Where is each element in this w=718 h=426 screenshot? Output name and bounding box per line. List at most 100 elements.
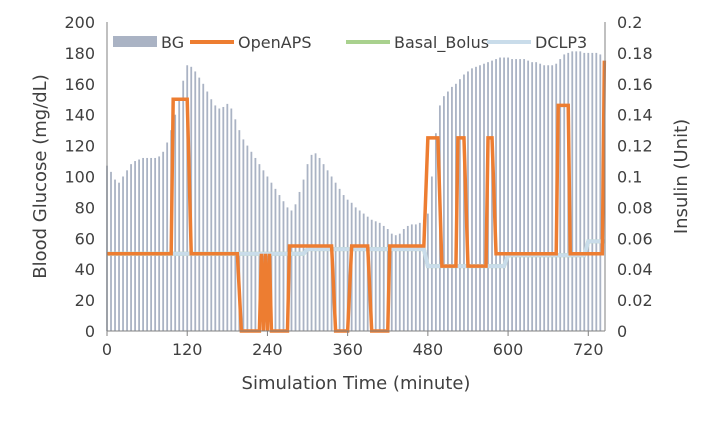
bg-bar (154, 157, 157, 331)
bg-bar (314, 153, 317, 331)
bg-bar (491, 60, 493, 332)
y2-tick-label: 0 (617, 322, 627, 341)
bg-bar (406, 225, 409, 331)
bg-bar (527, 60, 530, 332)
bg-bar (426, 213, 429, 331)
legend-item-bg: BG (113, 33, 184, 52)
bg-bar (587, 52, 590, 332)
bg-bar (206, 91, 209, 331)
legend-label: Basal_Bolus (394, 33, 489, 53)
bg-bar (370, 219, 373, 331)
bg-bar (226, 103, 229, 331)
bg-bar (535, 62, 538, 332)
bg-bar (507, 57, 509, 331)
bg-bar (222, 106, 225, 331)
bg-bar (571, 51, 574, 332)
bg-bar (483, 63, 485, 332)
bg-bar (146, 157, 149, 331)
y2-tick-label: 0.04 (617, 260, 653, 279)
bg-bar (551, 65, 554, 331)
legend-item-dclp3: DCLP3 (487, 33, 587, 52)
bg-bar (418, 222, 421, 331)
y-tick-label: 180 (64, 44, 95, 63)
x-tick-label: 0 (102, 340, 112, 359)
bg-bar (443, 96, 445, 331)
bg-bar (378, 222, 381, 331)
bg-bar (110, 171, 112, 331)
y-tick-label: 60 (75, 229, 95, 248)
legend-label: BG (161, 33, 184, 52)
y-tick-label: 120 (64, 137, 95, 156)
bg-bar (214, 105, 217, 332)
bg-bar (591, 52, 594, 332)
bg-bar (166, 142, 169, 331)
y2-tick-label: 0.2 (617, 13, 642, 32)
x-tick-label: 240 (252, 340, 283, 359)
y2-tick-label: 0.02 (617, 291, 653, 310)
y-axis-left-title: Blood Glucose (mg/dL) (30, 74, 51, 279)
bg-bar (254, 157, 257, 331)
legend: BG OpenAPS Basal_Bolus DCLP3 (113, 33, 587, 53)
bg-bar (258, 164, 261, 331)
bg-bar (374, 221, 377, 331)
bg-bar (230, 108, 233, 332)
bg-bar (194, 71, 197, 331)
y2-tick-label: 0.14 (617, 106, 653, 125)
bg-bar (202, 83, 205, 331)
x-tick-label: 360 (332, 340, 363, 359)
legend-label: DCLP3 (535, 33, 587, 52)
y-tick-label: 80 (75, 198, 95, 217)
bg-bar (583, 52, 586, 332)
x-tick-label: 480 (413, 340, 444, 359)
bg-bar (447, 91, 449, 331)
bg-bar (410, 224, 413, 331)
y2-tick-label: 0.18 (617, 44, 653, 63)
bg-bar (563, 54, 566, 331)
bg-bar (130, 164, 132, 331)
bg-bar (362, 213, 365, 331)
bg-bar (515, 59, 517, 331)
bg-bar (499, 57, 501, 331)
bg-bar (210, 99, 213, 331)
bg-bar (162, 151, 165, 331)
bg-bar (471, 68, 473, 331)
insulin-lines (107, 60, 607, 333)
bg-bar (547, 65, 550, 331)
y-tick-label: 20 (75, 291, 95, 310)
bg-bar (186, 65, 189, 331)
bg-bar (262, 170, 265, 331)
bg-bar (599, 54, 602, 331)
bg-bar (543, 65, 546, 331)
bg-bar (475, 66, 477, 331)
bg-bar (463, 74, 465, 331)
bg-bar (402, 229, 405, 331)
bg-bar (294, 204, 297, 331)
legend-item-openaps: OpenAPS (190, 33, 311, 52)
bg-bar (398, 233, 401, 331)
bg-bar (126, 170, 128, 331)
line-dclp3 (107, 239, 605, 269)
y-tick-label: 200 (64, 13, 95, 32)
y-tick-label: 100 (64, 168, 95, 187)
bg-bar (523, 59, 526, 331)
legend-swatch (113, 36, 157, 47)
line-openaps (107, 60, 607, 333)
bg-bar (178, 99, 181, 331)
bg-bar (531, 62, 534, 332)
bg-bar (250, 151, 253, 331)
bg-bar (390, 233, 393, 331)
bg-bar (278, 195, 281, 331)
y-tick-label: 0 (85, 322, 95, 341)
tick-labels: 0 120 240 360 480 600 720 0 20 40 60 80 100 120 140 160… (64, 13, 652, 359)
y-axis-right-title: Insulin (Unit) (671, 119, 692, 234)
y-tick-label: 160 (64, 75, 95, 94)
bg-bar (430, 176, 433, 331)
bg-bar (118, 182, 120, 331)
y-tick-label: 40 (75, 260, 95, 279)
bg-bar (511, 59, 513, 331)
bg-bar (246, 145, 249, 331)
bg-bar (451, 86, 453, 331)
bg-bar (354, 207, 357, 331)
bg-bar (559, 59, 562, 331)
